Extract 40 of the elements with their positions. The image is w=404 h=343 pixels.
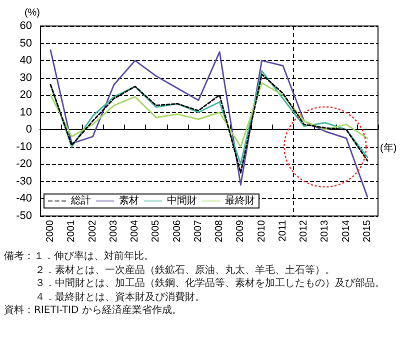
- x-tick-label: 2006: [172, 220, 183, 242]
- legend-label: 中間財: [167, 194, 197, 206]
- text: 備考：１．伸び率は、対前年比。: [4, 250, 155, 264]
- x-tick-label: 2015: [362, 220, 373, 242]
- x-tick-label: 2014: [340, 220, 352, 242]
- x-tick-label: 2004: [130, 220, 141, 242]
- x-tick-label: 2002: [87, 220, 98, 242]
- y-tick-label: 40: [20, 54, 32, 67]
- x-tick-label: 2000: [45, 220, 56, 242]
- text: 資料：RIETI-TID から経済産業省作成。: [4, 304, 183, 318]
- y-axis-title: (%): [24, 8, 40, 18]
- x-tick-label: 2011: [277, 220, 288, 242]
- x-tick-label: 2008: [214, 220, 226, 242]
- legend-label: 最終財: [225, 194, 255, 206]
- x-tick-label: 2003: [108, 220, 120, 242]
- y-tick-label: -10: [16, 140, 32, 153]
- x-axis-title: (年): [380, 142, 397, 154]
- legend-label: 素材: [119, 194, 139, 206]
- text: ４．最終財とは、資本財及び消費財。: [34, 290, 206, 304]
- y-tick-label: -20: [16, 158, 32, 170]
- y-tick-label: 30: [20, 72, 32, 84]
- y-tick-label: -30: [16, 175, 32, 188]
- x-tick-label: 2001: [66, 220, 78, 242]
- y-tick-label: 20: [20, 89, 32, 102]
- legend-label: 総計: [70, 194, 91, 206]
- x-tick-label: 2009: [235, 220, 246, 242]
- x-tick-label: 2005: [150, 220, 162, 242]
- text: ２．素材とは、一次産品（鉄鉱石、原油、丸太、羊毛、土石等）。: [34, 264, 336, 277]
- y-tick-label: -50: [16, 210, 32, 222]
- x-tick-label: 2012: [298, 220, 310, 242]
- y-tick-label: 0: [26, 124, 32, 136]
- y-tick-label: -40: [16, 192, 32, 205]
- text: ３．中間財とは、加工品（鉄鋼、化学品等、素材を加工したもの）及び部品。: [34, 277, 386, 290]
- y-tick-label: 50: [20, 37, 32, 50]
- y-tick-label: 10: [20, 106, 32, 118]
- y-tick-label: 60: [20, 20, 32, 32]
- x-tick-label: 2007: [192, 220, 204, 242]
- x-tick-label: 2010: [256, 220, 268, 242]
- x-tick-label: 2013: [320, 220, 331, 242]
- line-series: [50, 82, 368, 148]
